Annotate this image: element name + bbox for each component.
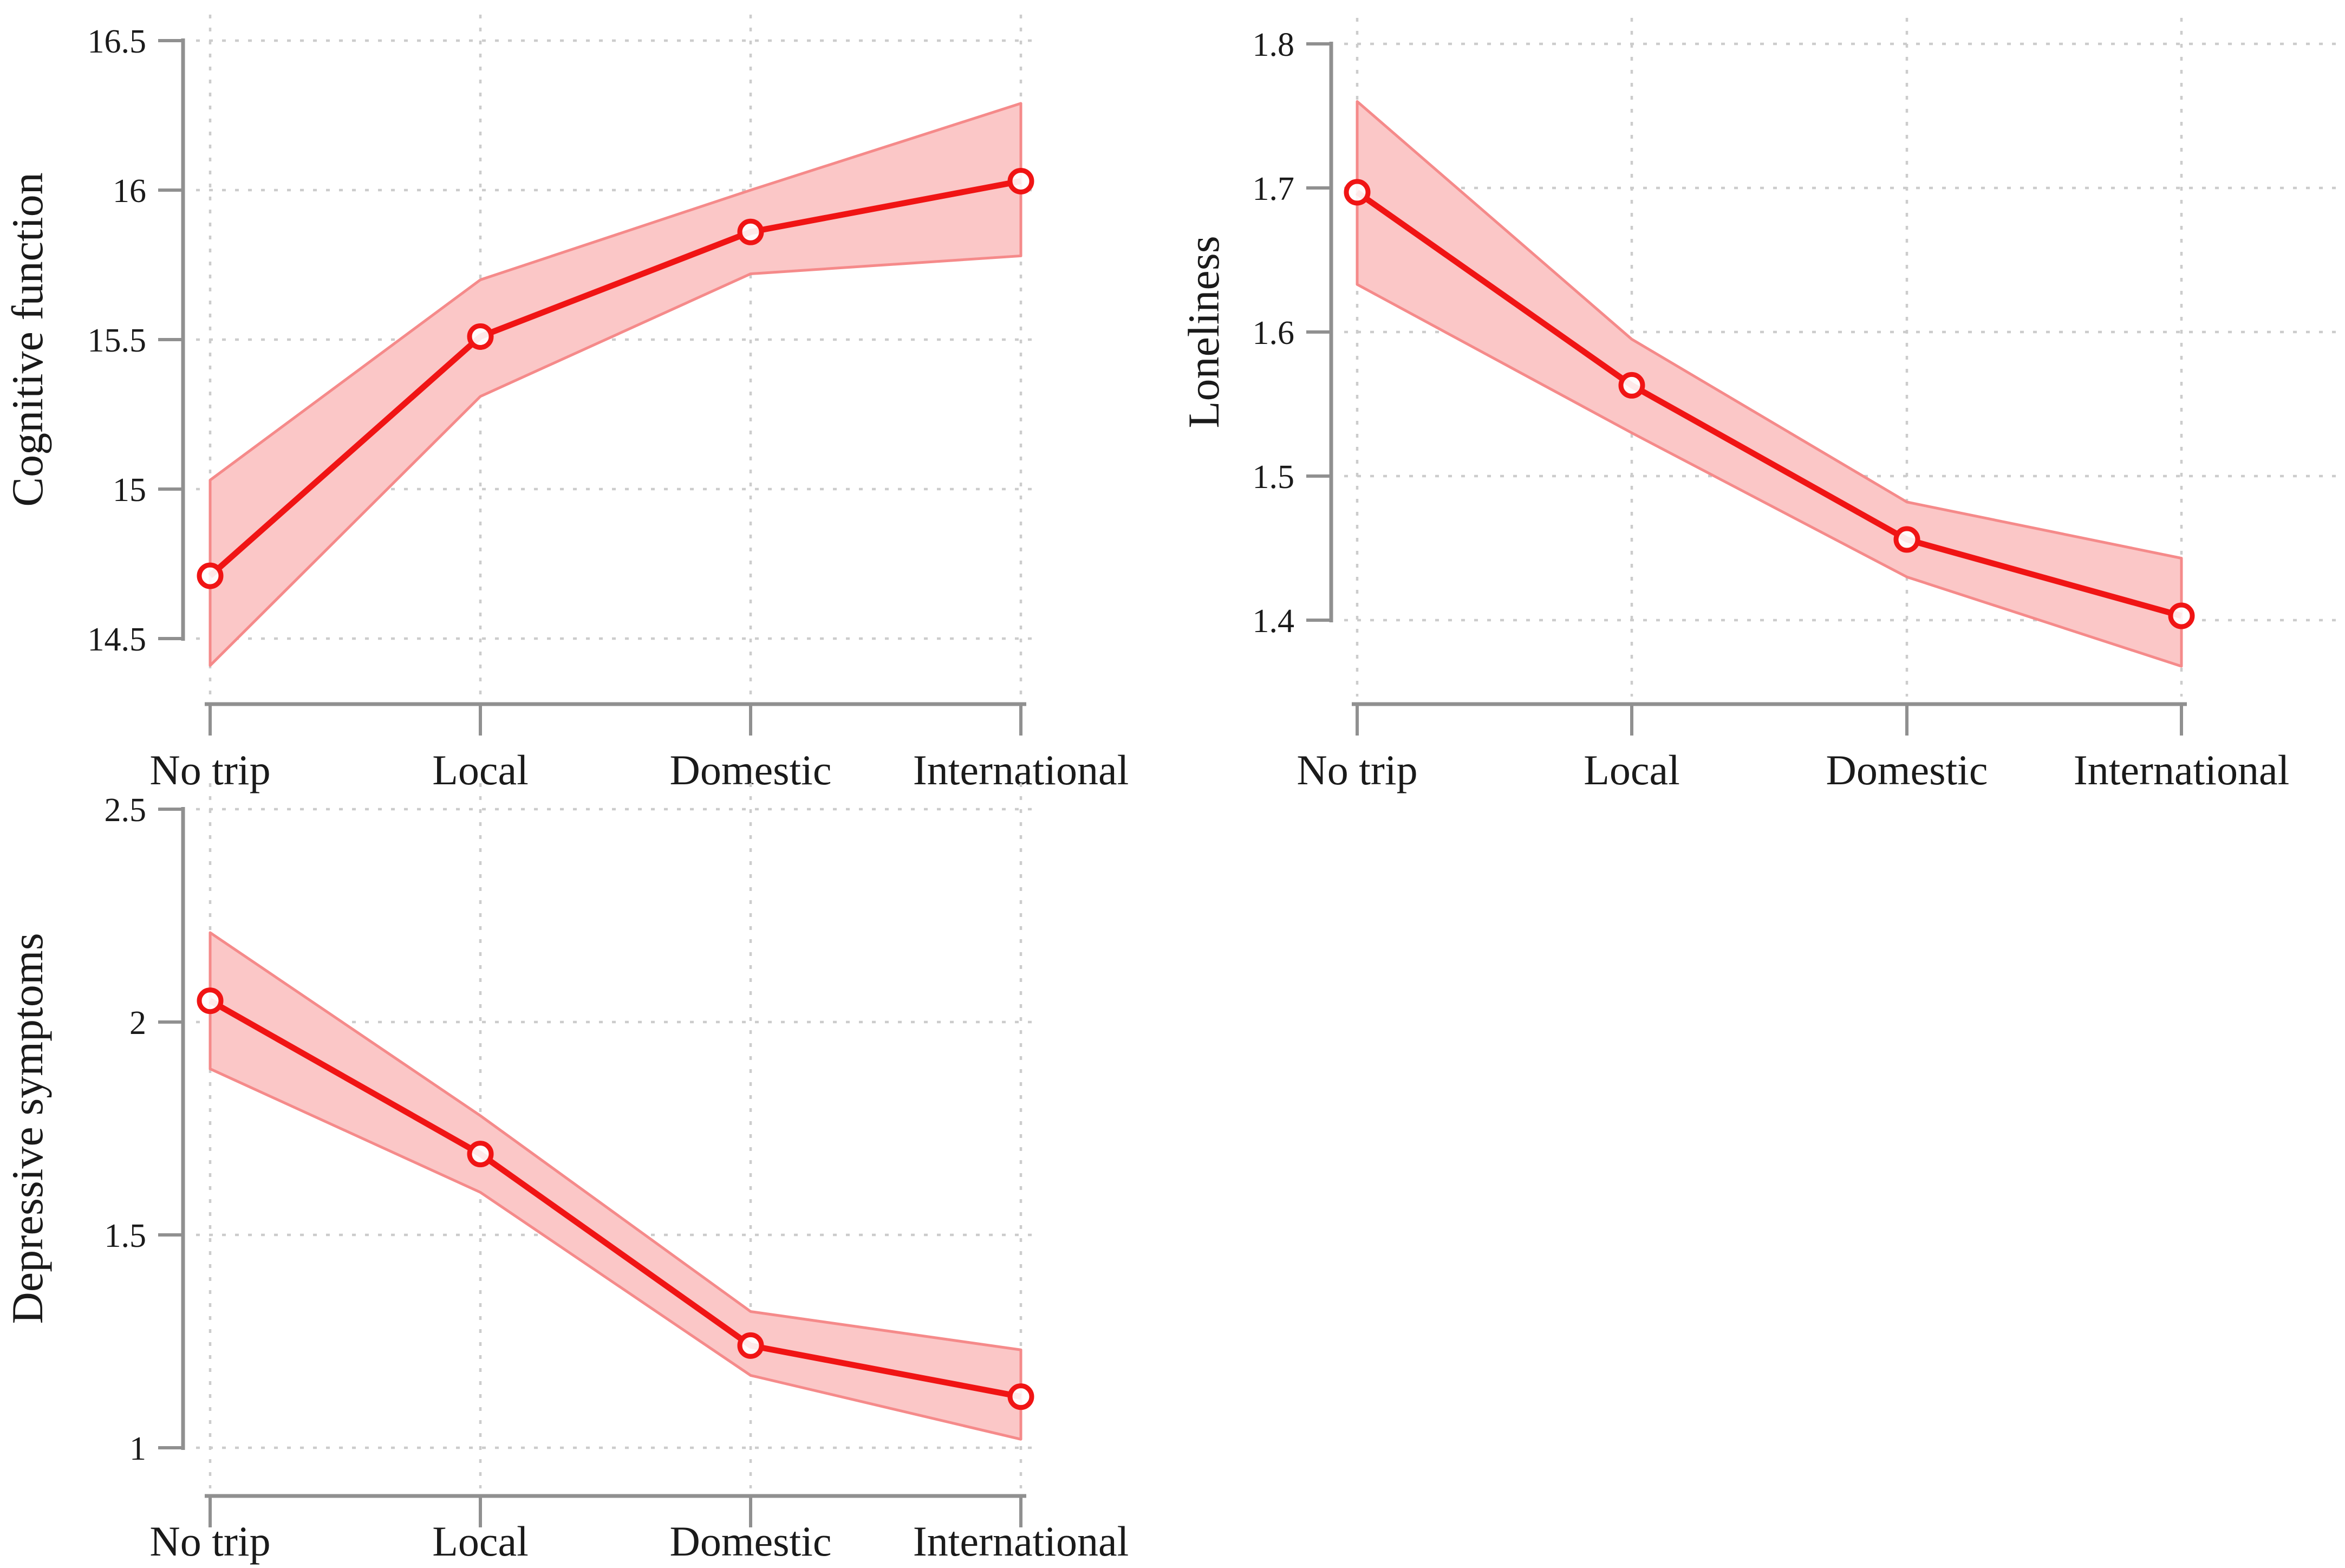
- y-tick-label: 1.5: [105, 1218, 147, 1254]
- data-point-marker: [1893, 526, 1920, 553]
- x-category-label: Local: [432, 1518, 529, 1565]
- data-point-marker: [1007, 167, 1034, 194]
- x-category-label: No trip: [149, 1518, 270, 1565]
- y-tick-label: 1.7: [1253, 171, 1295, 207]
- y-axis-title: Loneliness: [1179, 236, 1228, 428]
- x-category-label: No trip: [1297, 746, 1417, 793]
- y-tick-label: 15: [113, 472, 146, 509]
- data-point-marker: [197, 562, 224, 589]
- x-category-label: International: [913, 1518, 1129, 1565]
- x-category-label: Domestic: [670, 1518, 832, 1565]
- mean-line: [209, 998, 1022, 1400]
- confidence-band: [209, 102, 1022, 667]
- data-point-marker: [737, 218, 764, 245]
- mean-line: [1355, 190, 2183, 619]
- y-tick-label: 16: [113, 173, 146, 210]
- chart-panel-2: 1.8 1.7 1.6 1.5 1.4 No trip Local Domestic Inter…: [1179, 18, 2342, 793]
- y-tick-label: 15.5: [88, 322, 147, 359]
- chart-panel-3: 2.5 2 1.5 1 No trip Local Domestic Internationa…: [3, 783, 1129, 1565]
- y-tick-label: 2.5: [105, 792, 147, 829]
- y-axis-title: Depressive symptoms: [3, 933, 52, 1324]
- confidence-band: [1356, 100, 2183, 668]
- data-point-marker: [197, 987, 224, 1014]
- mean-line: [208, 178, 1022, 578]
- y-tick-label: 1.8: [1253, 27, 1295, 63]
- y-tick-label: 2: [129, 1005, 146, 1042]
- data-point-marker: [467, 1141, 494, 1168]
- y-tick-label: 1.5: [1253, 459, 1295, 496]
- y-tick-label: 1: [129, 1430, 146, 1467]
- data-point-marker: [737, 1332, 764, 1359]
- y-tick-label: 1.6: [1253, 315, 1295, 352]
- y-tick-label: 16.5: [88, 23, 147, 60]
- y-tick-label: 14.5: [88, 621, 147, 658]
- data-point-marker: [1344, 179, 1371, 206]
- data-point-marker: [1007, 1383, 1034, 1410]
- x-category-label: International: [2074, 746, 2290, 793]
- y-tick-label: 1.4: [1253, 603, 1295, 640]
- confidence-band: [209, 931, 1022, 1441]
- data-point-marker: [1618, 372, 1645, 399]
- data-point-marker: [467, 323, 494, 350]
- x-category-label: Local: [1584, 746, 1680, 793]
- x-category-label: Domestic: [1826, 746, 1988, 793]
- y-axis-title: Cognitive function: [3, 172, 52, 506]
- data-point-marker: [2168, 602, 2195, 629]
